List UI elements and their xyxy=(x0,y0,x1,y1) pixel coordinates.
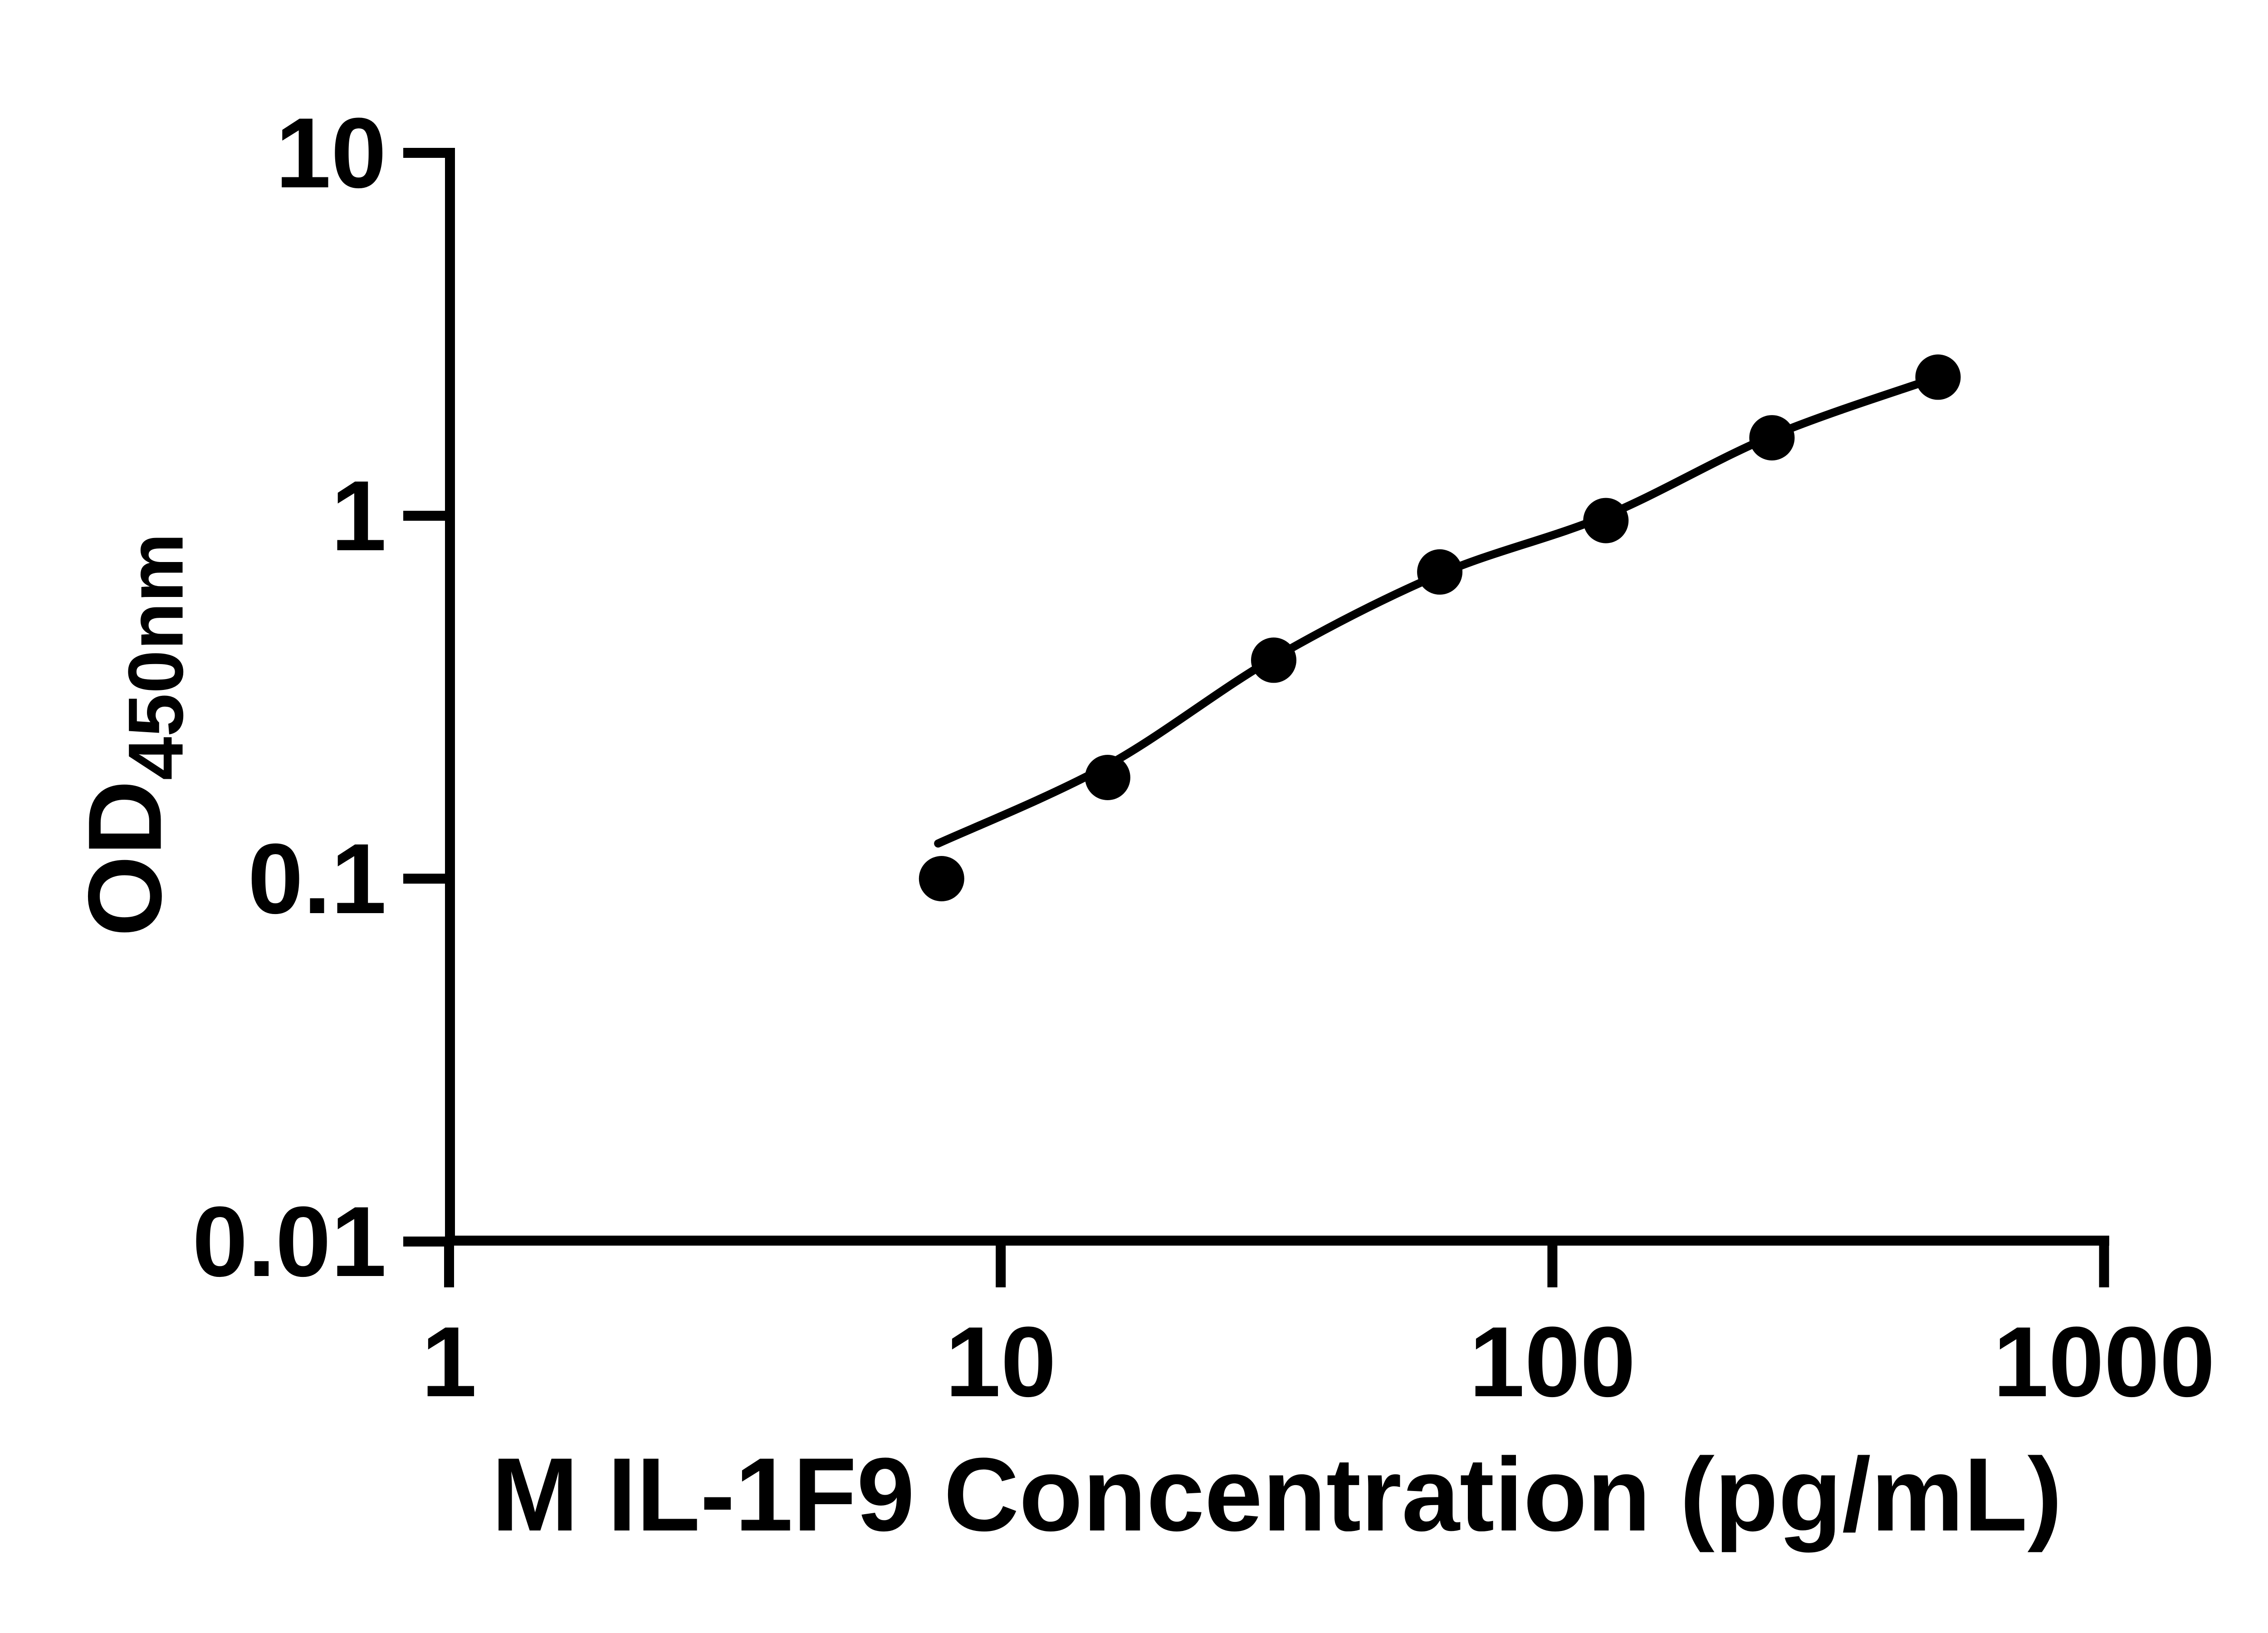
y-axis-title-subscript: 450nm xyxy=(112,533,200,780)
y-tick-label: 1 xyxy=(331,460,386,572)
y-tick-label: 0.1 xyxy=(248,823,386,934)
data-point-marker xyxy=(1915,354,1961,400)
data-point-marker xyxy=(1251,637,1296,683)
data-point-marker xyxy=(1749,415,1795,461)
y-tick-label: 10 xyxy=(275,97,386,209)
y-axis-title-main: OD xyxy=(66,780,183,937)
x-tick-label: 10 xyxy=(945,1306,1056,1418)
data-point-marker xyxy=(1417,549,1463,595)
data-point-marker xyxy=(1583,498,1629,543)
y-tick-label: 0.01 xyxy=(192,1186,386,1297)
y-axis-title: OD450nm xyxy=(67,533,200,937)
x-axis-title: M IL-1F9 Concentration (pg/mL) xyxy=(491,1436,2063,1553)
x-tick-label: 100 xyxy=(1469,1306,1636,1418)
x-tick-label: 1000 xyxy=(1993,1306,2215,1418)
data-point-marker xyxy=(919,856,964,901)
x-tick-label: 1 xyxy=(421,1306,477,1418)
data-point-marker xyxy=(1085,755,1130,800)
